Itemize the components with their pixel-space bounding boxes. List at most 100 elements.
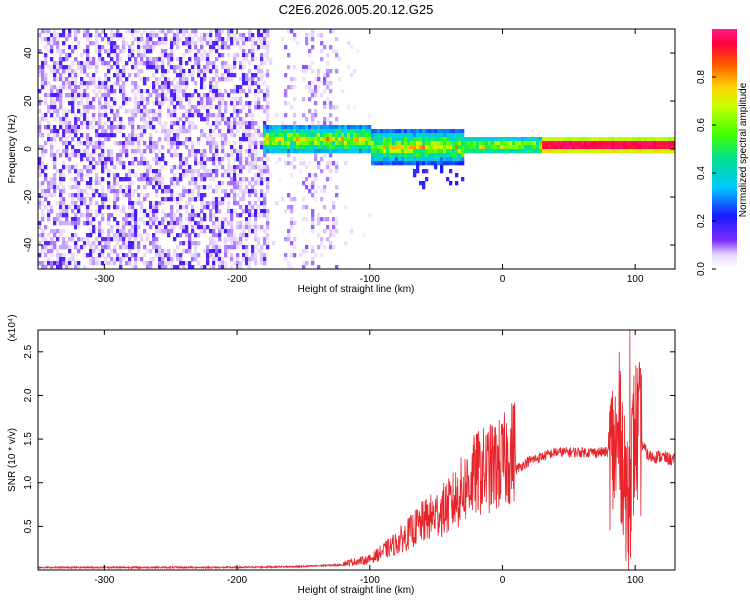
heatmap-cell xyxy=(227,165,231,170)
heatmap-cell xyxy=(254,153,258,158)
heatmap-cell xyxy=(335,137,339,142)
heatmap-cell xyxy=(41,77,45,82)
heatmap-cell xyxy=(101,125,105,130)
heatmap-cell xyxy=(206,57,210,62)
heatmap-cell xyxy=(167,105,171,110)
heatmap-cell xyxy=(170,45,174,50)
heatmap-cell xyxy=(470,149,474,154)
heatmap-cell xyxy=(248,225,252,230)
heatmap-cell xyxy=(80,169,84,174)
heatmap-cell xyxy=(323,141,327,146)
heatmap-cell xyxy=(56,257,60,262)
heatmap-cell xyxy=(287,29,291,34)
heatmap-cell xyxy=(386,137,390,142)
heatmap-cell xyxy=(179,225,183,230)
heatmap-cell xyxy=(437,129,441,134)
heatmap-cell xyxy=(167,197,171,202)
heatmap-cell xyxy=(335,129,339,134)
heatmap-cell xyxy=(239,241,243,246)
heatmap-cell xyxy=(212,61,216,66)
heatmap-cell xyxy=(152,81,156,86)
heatmap-cell xyxy=(251,257,255,262)
heatmap-cell xyxy=(296,129,300,134)
heatmap-cell xyxy=(422,141,426,146)
heatmap-cell xyxy=(71,177,75,182)
heatmap-cell xyxy=(509,137,513,142)
heatmap-cell xyxy=(50,97,54,102)
heatmap-cell xyxy=(254,141,258,146)
heatmap-cell xyxy=(371,157,375,162)
heatmap-cell xyxy=(161,49,165,54)
heatmap-cell xyxy=(53,189,57,194)
heatmap-cell xyxy=(215,145,219,150)
heatmap-cell xyxy=(41,237,45,242)
heatmap-cell xyxy=(167,133,171,138)
heatmap-cell xyxy=(98,141,102,146)
heatmap-cell xyxy=(599,149,603,154)
heatmap-cell xyxy=(263,201,267,206)
heatmap-cell xyxy=(44,141,48,146)
heatmap-cell xyxy=(413,129,417,134)
heatmap-cell xyxy=(404,145,408,150)
heatmap-cell xyxy=(230,165,234,170)
heatmap-cell xyxy=(74,97,78,102)
heatmap-cell xyxy=(149,93,153,98)
heatmap-cell xyxy=(128,233,132,238)
heatmap-cell xyxy=(224,237,228,242)
heatmap-cell xyxy=(188,217,192,222)
heatmap-cell xyxy=(629,149,633,154)
heatmap-cell xyxy=(428,137,432,142)
heatmap-cell xyxy=(455,157,459,162)
heatmap-cell xyxy=(302,113,306,118)
heatmap-cell xyxy=(212,245,216,250)
heatmap-cell xyxy=(215,197,219,202)
heatmap-cell xyxy=(242,245,246,250)
heatmap-cell xyxy=(341,129,345,134)
heatmap-cell xyxy=(185,77,189,82)
heatmap-cell xyxy=(284,133,288,138)
heatmap-cell xyxy=(236,253,240,258)
heatmap-cell xyxy=(278,125,282,130)
heatmap-cell xyxy=(230,217,234,222)
heatmap-cell xyxy=(209,49,213,54)
heatmap-cell xyxy=(86,81,90,86)
heatmap-cell xyxy=(161,125,165,130)
snr-y-label: SNR (10 * v/v) xyxy=(7,428,18,492)
heatmap-cell xyxy=(449,133,453,138)
heatmap-cell xyxy=(224,89,228,94)
heatmap-cell xyxy=(101,37,105,42)
heatmap-cell xyxy=(182,69,186,74)
heatmap-cell xyxy=(326,97,330,102)
heatmap-cell xyxy=(311,257,315,262)
heatmap-cell xyxy=(410,149,414,154)
heatmap-cell xyxy=(245,157,249,162)
heatmap-cell xyxy=(86,217,90,222)
heatmap-cell xyxy=(257,225,261,230)
heatmap-cell xyxy=(308,185,312,190)
heatmap-cell xyxy=(233,209,237,214)
heatmap-cell xyxy=(104,77,108,82)
heatmap-cell xyxy=(326,225,330,230)
heatmap-cell xyxy=(143,213,147,218)
heatmap-cell xyxy=(293,197,297,202)
heatmap-cell xyxy=(119,49,123,54)
heatmap-cell xyxy=(179,193,183,198)
heatmap-cell xyxy=(263,213,267,218)
heatmap-cell xyxy=(290,105,294,110)
heatmap-cell xyxy=(164,261,168,266)
heatmap-cell xyxy=(149,165,153,170)
heatmap-cell xyxy=(638,137,642,142)
heatmap-cell xyxy=(56,229,60,234)
heatmap-cell xyxy=(116,81,120,86)
heatmap-cell xyxy=(440,141,444,146)
heatmap-cell xyxy=(230,153,234,158)
heatmap-cell xyxy=(257,85,261,90)
heatmap-cell xyxy=(374,157,378,162)
heatmap-cell xyxy=(170,109,174,114)
heatmap-cell xyxy=(50,69,54,74)
heatmap-cell xyxy=(290,217,294,222)
heatmap-cell xyxy=(614,145,618,150)
heatmap-cell xyxy=(110,97,114,102)
heatmap-cell xyxy=(365,149,369,154)
heatmap-cell xyxy=(134,93,138,98)
